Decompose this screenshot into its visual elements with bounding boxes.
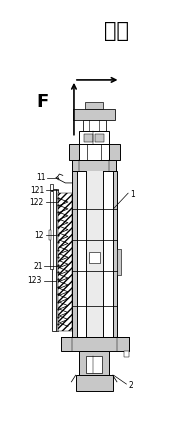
Bar <box>50 191 53 269</box>
Text: F: F <box>37 93 49 111</box>
Bar <box>113 171 117 337</box>
Bar <box>124 351 129 357</box>
Text: 121: 121 <box>30 186 45 194</box>
Bar <box>69 144 79 160</box>
Bar <box>79 351 109 375</box>
Bar <box>86 356 102 373</box>
Text: 1: 1 <box>130 190 135 199</box>
Bar <box>76 375 113 391</box>
Bar <box>86 171 103 337</box>
Bar <box>49 230 51 240</box>
Text: 123: 123 <box>27 276 42 285</box>
Text: 解锁: 解锁 <box>104 21 130 41</box>
Bar <box>72 171 77 337</box>
Bar <box>73 109 115 120</box>
Bar <box>79 144 109 160</box>
Bar <box>61 337 129 351</box>
Bar <box>95 134 104 142</box>
Text: 12: 12 <box>34 231 44 240</box>
Bar <box>50 184 53 190</box>
Bar <box>85 102 103 109</box>
Bar <box>84 134 93 142</box>
Bar <box>117 249 121 275</box>
Bar <box>58 193 72 331</box>
Bar <box>79 131 109 144</box>
Bar <box>52 189 56 331</box>
Bar <box>109 144 120 160</box>
Text: 21: 21 <box>33 262 43 271</box>
Text: 2: 2 <box>128 381 133 390</box>
Bar <box>56 189 58 331</box>
Bar <box>83 120 106 131</box>
Text: 122: 122 <box>30 198 44 206</box>
Text: 11: 11 <box>36 173 46 182</box>
Bar <box>72 160 116 171</box>
Bar <box>89 252 100 263</box>
